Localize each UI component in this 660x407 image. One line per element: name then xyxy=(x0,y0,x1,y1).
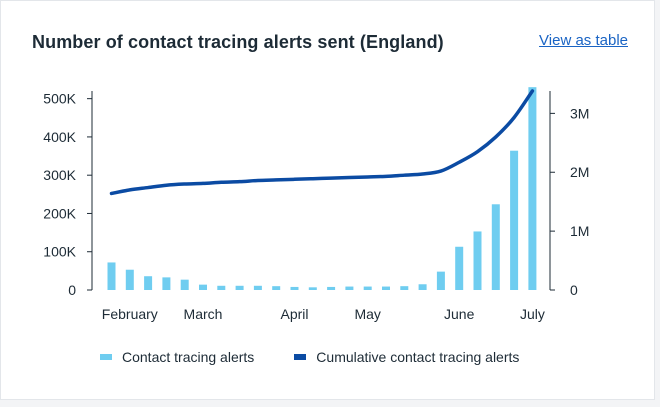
bar-alerts-17 xyxy=(418,284,427,290)
chart-legend: Contact tracing alerts Cumulative contac… xyxy=(100,349,559,365)
legend-label-cumulative: Cumulative contact tracing alerts xyxy=(316,349,520,365)
bar-alerts-5 xyxy=(199,284,207,290)
bar-alerts-6 xyxy=(217,285,226,290)
x-tick-label-3: May xyxy=(354,306,380,322)
bar-alerts-11 xyxy=(308,287,317,290)
bar-alerts-13 xyxy=(345,286,354,290)
bar-alerts-4 xyxy=(180,279,189,290)
chart-plot: 0 100K 200K 300K 400K 500K 0 1M 2M 3M February Marc… xyxy=(43,87,589,322)
y-right-tick-label-1: 1M xyxy=(570,223,589,239)
bar-alerts-12 xyxy=(327,286,336,290)
bar-alerts-15 xyxy=(382,286,390,290)
y-left-tick-label-0: 0 xyxy=(68,282,76,298)
bar-alerts-16 xyxy=(400,286,409,290)
bar-alerts-21 xyxy=(491,204,500,290)
y-left-tick-label-5: 500K xyxy=(43,91,76,107)
bar-alerts-19 xyxy=(455,246,464,290)
bar-alerts-23 xyxy=(528,87,537,290)
legend-swatch-bars xyxy=(100,354,112,360)
x-tick-label-0: February xyxy=(102,306,158,322)
bar-alerts-8 xyxy=(253,285,262,290)
y-left-tick-label-2: 200K xyxy=(43,205,76,221)
bar-alerts-3 xyxy=(162,277,171,290)
legend-item-cumulative[interactable]: Cumulative contact tracing alerts xyxy=(294,349,519,365)
x-tick-label-5: July xyxy=(520,306,545,322)
bar-alerts-20 xyxy=(473,231,482,290)
legend-item-alerts[interactable]: Contact tracing alerts xyxy=(100,349,254,365)
bar-alerts-18 xyxy=(436,271,445,290)
bar-alerts-9 xyxy=(272,286,281,290)
bar-alerts-7 xyxy=(235,285,244,290)
view-as-table-link[interactable]: View as table xyxy=(539,32,628,49)
y-left-tick-label-3: 300K xyxy=(43,167,76,183)
bar-alerts-22 xyxy=(510,150,519,290)
y-right-tick-label-0: 0 xyxy=(570,282,578,298)
x-tick-label-4: June xyxy=(444,306,475,322)
y-right-tick-label-2: 2M xyxy=(570,164,589,180)
legend-swatch-line xyxy=(294,354,307,360)
y-left-tick-label-1: 100K xyxy=(43,244,76,260)
bar-alerts-2 xyxy=(144,276,153,290)
bar-alerts-0 xyxy=(107,262,116,290)
line-cumulative-alerts xyxy=(109,89,535,196)
legend-label-alerts: Contact tracing alerts xyxy=(122,349,255,365)
chart-card: Number of contact tracing alerts sent (E… xyxy=(0,0,655,400)
y-right-tick-label-3: 3M xyxy=(570,105,589,121)
bar-alerts-1 xyxy=(125,269,134,290)
bar-alerts-10 xyxy=(290,286,299,290)
x-tick-label-1: March xyxy=(184,306,223,322)
y-left-tick-label-4: 400K xyxy=(43,129,76,145)
bar-alerts-14 xyxy=(363,286,372,290)
chart-title: Number of contact tracing alerts sent (E… xyxy=(32,32,444,52)
x-tick-label-2: April xyxy=(280,306,308,322)
